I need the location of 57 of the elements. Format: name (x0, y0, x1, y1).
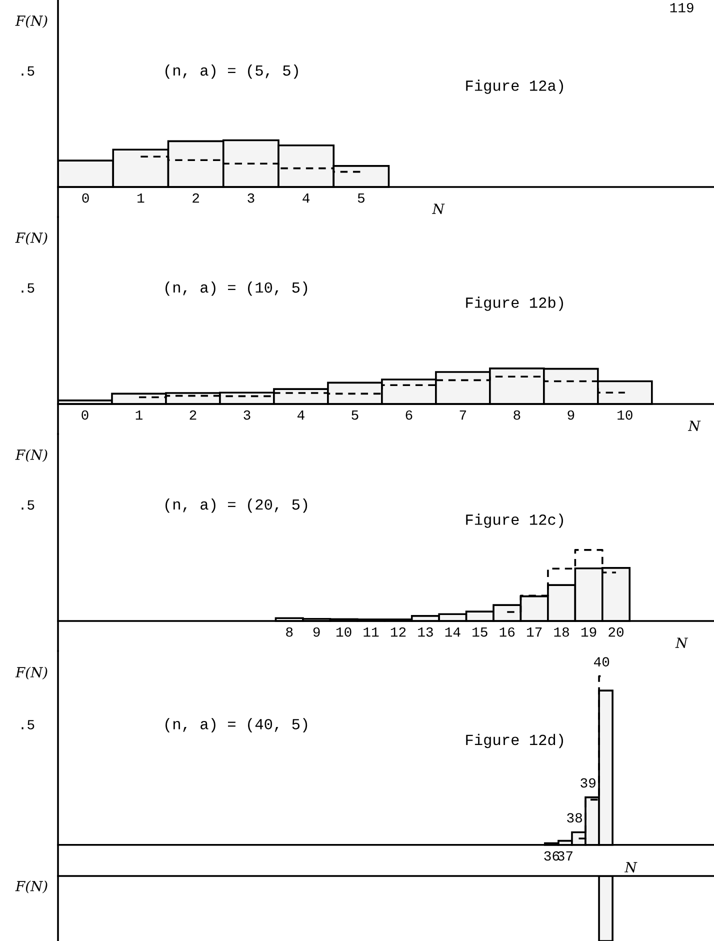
text: (n, a) = (40, 5) (166, 718, 308, 732)
x-tick-label: 20 (608, 627, 624, 637)
chart-subtitle: Figure 12b) (466, 296, 564, 311)
x-tick-label: 8 (514, 410, 520, 420)
x-tick-label: 6 (406, 410, 412, 420)
x-tick-label: 18 (554, 627, 569, 637)
x-tick-label: 11 (364, 627, 379, 637)
x-tick-label: 0 (82, 193, 89, 203)
x-tick-label: 3 (248, 193, 254, 203)
y-axis-title: F(N) (15, 232, 48, 245)
x-tick-label: 15 (472, 627, 488, 637)
x-tick-label: 13 (418, 627, 433, 637)
chart-title: (n, a) = (5, 5) (166, 64, 298, 79)
x-tick-label: 7 (460, 410, 466, 420)
chart-title: (n, a) = (10, 5) (166, 281, 308, 296)
text: .5 (22, 500, 34, 510)
x-tick-label: 8 (286, 627, 293, 637)
x-tick-label: 10 (336, 627, 352, 637)
x-tick-label: 12 (390, 627, 406, 637)
x-tick-label: 9 (313, 627, 320, 637)
x-axis-title: N (624, 862, 638, 873)
x-tick-label: 2 (192, 193, 199, 203)
x-tick-label: 4 (297, 410, 304, 420)
text: .5 (22, 283, 34, 293)
x-tick-label: 10 (618, 410, 632, 420)
x-tick-label: 1 (138, 193, 144, 203)
x-tick-label: 19 (581, 627, 596, 637)
x-tick-label: 9 (568, 410, 574, 420)
y-axis-title: F(N) (15, 666, 48, 680)
text: .5 (22, 66, 34, 76)
annotation: 39 (580, 778, 596, 788)
x-tick-label: 17 (527, 627, 542, 637)
x-tick-label: 2 (190, 410, 196, 420)
x-tick-label: 4 (302, 193, 310, 203)
y-axis-title: F(N) (15, 880, 48, 894)
x-tick-label: 16 (500, 627, 515, 637)
text: Figure 12d) (466, 734, 564, 748)
x-tick-label: 1 (136, 410, 142, 420)
x-axis-title: N (432, 204, 445, 214)
x-tick-label: 37 (558, 851, 572, 861)
x-tick-label: 3 (244, 410, 250, 420)
annotation: 38 (567, 813, 582, 823)
y-axis-title: F(N) (15, 449, 48, 462)
x-axis-title: N (688, 420, 701, 432)
chart-subtitle: Figure 12c) (466, 514, 564, 528)
x-tick-label: 36 (544, 851, 560, 861)
chart-title: (n, a) = (20, 5) (166, 498, 308, 513)
chart-subtitle: Figure 12a) (466, 80, 564, 94)
text: 119 (670, 2, 694, 12)
annotation: 40 (594, 657, 610, 667)
text: .5 (22, 720, 34, 730)
x-axis-title: N (675, 638, 688, 648)
y-axis-title: F(N) (15, 15, 48, 28)
x-tick-label: 14 (445, 627, 460, 637)
x-tick-label: 5 (352, 410, 358, 420)
x-tick-label: 5 (358, 193, 364, 203)
x-tick-label: 0 (82, 410, 88, 420)
